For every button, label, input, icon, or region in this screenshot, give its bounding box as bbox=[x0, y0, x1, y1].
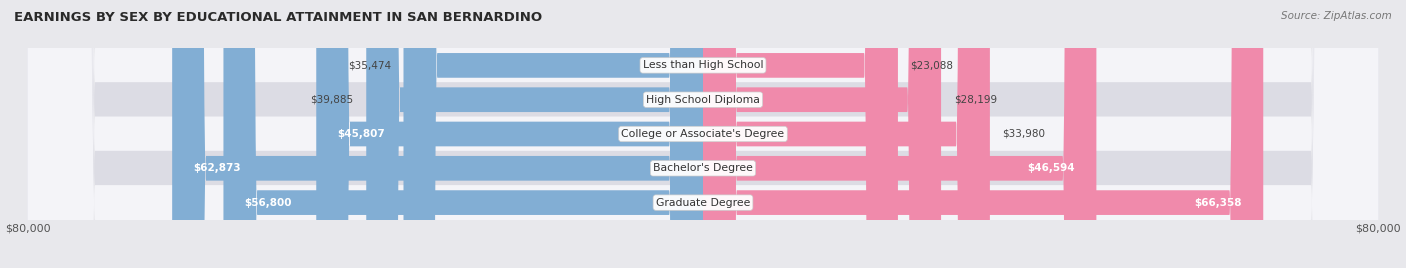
Text: Less than High School: Less than High School bbox=[643, 60, 763, 70]
FancyBboxPatch shape bbox=[28, 0, 1378, 268]
Text: College or Associate's Degree: College or Associate's Degree bbox=[621, 129, 785, 139]
FancyBboxPatch shape bbox=[703, 0, 1097, 268]
FancyBboxPatch shape bbox=[28, 0, 1378, 268]
FancyBboxPatch shape bbox=[224, 0, 703, 268]
FancyBboxPatch shape bbox=[316, 0, 703, 268]
FancyBboxPatch shape bbox=[28, 0, 1378, 268]
FancyBboxPatch shape bbox=[404, 0, 703, 268]
Text: EARNINGS BY SEX BY EDUCATIONAL ATTAINMENT IN SAN BERNARDINO: EARNINGS BY SEX BY EDUCATIONAL ATTAINMEN… bbox=[14, 11, 543, 24]
Text: $46,594: $46,594 bbox=[1028, 163, 1076, 173]
Text: Source: ZipAtlas.com: Source: ZipAtlas.com bbox=[1281, 11, 1392, 21]
Text: $56,800: $56,800 bbox=[245, 198, 292, 208]
Text: $66,358: $66,358 bbox=[1195, 198, 1241, 208]
FancyBboxPatch shape bbox=[366, 0, 703, 268]
FancyBboxPatch shape bbox=[703, 0, 990, 268]
FancyBboxPatch shape bbox=[703, 0, 1263, 268]
Text: $39,885: $39,885 bbox=[311, 95, 353, 105]
FancyBboxPatch shape bbox=[703, 0, 941, 268]
Text: Bachelor's Degree: Bachelor's Degree bbox=[652, 163, 754, 173]
FancyBboxPatch shape bbox=[28, 0, 1378, 268]
Text: $33,980: $33,980 bbox=[1002, 129, 1046, 139]
FancyBboxPatch shape bbox=[703, 0, 898, 268]
Text: $23,088: $23,088 bbox=[911, 60, 953, 70]
Text: $45,807: $45,807 bbox=[337, 129, 385, 139]
FancyBboxPatch shape bbox=[172, 0, 703, 268]
Text: $28,199: $28,199 bbox=[953, 95, 997, 105]
Text: $35,474: $35,474 bbox=[347, 60, 391, 70]
FancyBboxPatch shape bbox=[28, 0, 1378, 268]
Text: Graduate Degree: Graduate Degree bbox=[655, 198, 751, 208]
Text: $62,873: $62,873 bbox=[193, 163, 240, 173]
Text: High School Diploma: High School Diploma bbox=[647, 95, 759, 105]
